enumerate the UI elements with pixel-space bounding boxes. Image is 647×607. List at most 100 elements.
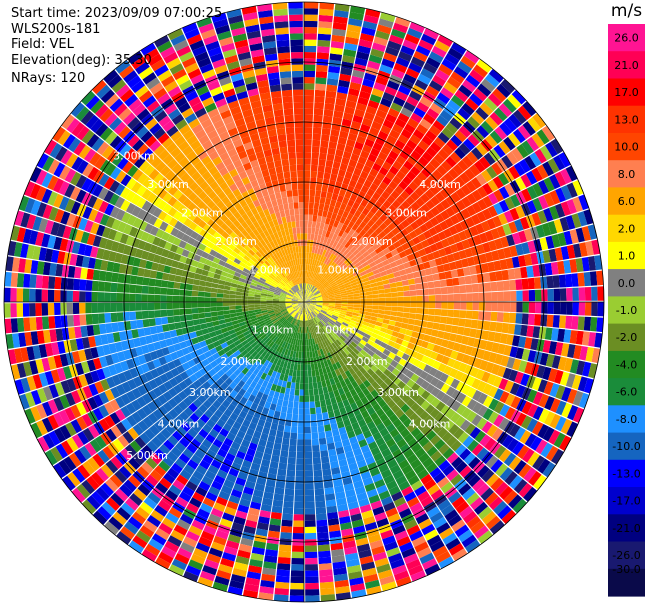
range-gate-cell: [191, 308, 199, 314]
range-gate-cell: [291, 564, 304, 571]
range-gate-cell: [514, 324, 522, 336]
range-gate-cell: [331, 263, 338, 270]
range-gate-cell: [313, 266, 318, 273]
range-gate-cell: [404, 347, 413, 356]
range-gate-cell: [490, 281, 498, 292]
range-gate-cell: [336, 280, 343, 285]
range-gate-cell: [205, 281, 213, 288]
range-gate-cell: [340, 309, 347, 314]
range-gate-cell: [366, 271, 374, 278]
range-gate-cell: [347, 296, 354, 300]
range-gate-cell: [476, 348, 486, 360]
range-gate-cell: [372, 142, 383, 152]
range-gate-cell: [486, 218, 497, 230]
range-gate-cell: [319, 255, 325, 262]
range-gate-cell: [422, 457, 434, 469]
range-gate-cell: [344, 204, 352, 213]
range-gate-cell: [458, 249, 467, 260]
range-gate-cell: [313, 280, 318, 287]
range-gate-cell: [400, 128, 413, 140]
range-gate-cell: [298, 408, 304, 415]
range-gate-cell: [474, 501, 488, 515]
range-gate-cell: [381, 469, 392, 479]
range-gate-cell: [463, 469, 477, 483]
range-gate-cell: [293, 508, 304, 515]
range-gate-cell: [407, 278, 415, 285]
range-gate-cell: [358, 39, 373, 49]
range-gate-cell: [416, 386, 426, 396]
range-gate-cell: [569, 259, 578, 273]
range-gate-cell: [466, 302, 473, 311]
range-gate-cell: [41, 289, 48, 302]
range-gate-cell: [304, 296, 308, 302]
range-gate-cell: [507, 268, 516, 280]
range-gate-cell: [304, 296, 307, 302]
range-gate-cell: [323, 481, 334, 489]
range-gate-cell: [529, 152, 542, 167]
range-gate-cell: [247, 299, 255, 302]
range-gate-cell: [458, 230, 468, 241]
range-gate-cell: [377, 130, 389, 141]
range-gate-cell: [461, 258, 469, 268]
range-gate-cell: [505, 334, 514, 346]
range-gate-cell: [376, 262, 384, 269]
range-gate-cell: [356, 333, 364, 340]
range-gate-cell: [377, 195, 387, 205]
range-gate-cell: [566, 421, 579, 438]
range-gate-cell: [311, 369, 316, 377]
range-gate-cell: [173, 309, 180, 316]
range-gate-cell: [363, 379, 371, 388]
range-gate-cell: [538, 408, 550, 423]
range-gate-cell: [425, 383, 435, 394]
range-gate-cell: [414, 447, 426, 459]
range-gate-cell: [493, 260, 502, 271]
range-gate-cell: [327, 260, 334, 267]
range-gate-cell: [309, 305, 315, 310]
range-gate-cell: [337, 452, 347, 461]
range-gate-cell: [325, 285, 331, 290]
range-gate-cell: [327, 290, 334, 295]
range-gate-cell: [450, 134, 463, 147]
range-gate-cell: [385, 46, 400, 57]
range-gate-cell: [35, 289, 42, 302]
range-gate-cell: [497, 302, 504, 312]
range-gate-cell: [393, 271, 401, 278]
range-gate-cell: [417, 361, 427, 371]
range-gate-cell: [321, 293, 328, 297]
range-gate-cell: [346, 30, 360, 39]
range-gate-cell: [129, 302, 136, 312]
range-gate-cell: [367, 153, 378, 163]
range-gate-cell: [385, 268, 393, 275]
range-gate-cell: [60, 303, 67, 315]
range-gate-cell: [142, 319, 150, 328]
range-gate-cell: [332, 22, 347, 31]
range-gate-cell: [293, 514, 304, 521]
range-gate-cell: [372, 177, 382, 187]
range-gate-cell: [460, 302, 467, 310]
range-gate-cell: [315, 296, 323, 299]
range-gate-cell: [464, 364, 474, 375]
range-gate-cell: [366, 188, 375, 197]
range-gate-cell: [229, 302, 236, 306]
range-gate-cell: [458, 125, 472, 138]
range-gate-cell: [104, 302, 111, 313]
range-gate-cell: [295, 470, 304, 477]
range-gate-cell: [358, 285, 366, 291]
range-gate-cell: [366, 298, 373, 302]
range-gate-cell: [460, 419, 471, 432]
range-gate-cell: [337, 222, 344, 230]
range-gate-cell: [317, 381, 323, 389]
range-gate-cell: [505, 257, 514, 269]
range-gate-cell: [365, 159, 375, 169]
range-gate-cell: [412, 176, 423, 187]
range-gate-cell: [355, 276, 363, 282]
range-gate-cell: [341, 372, 348, 380]
range-gate-cell: [545, 235, 555, 249]
range-gate-cell: [493, 332, 502, 343]
range-gate-cell: [470, 347, 480, 358]
range-gate-cell: [517, 125, 531, 140]
range-gate-cell: [470, 177, 482, 189]
range-gate-cell: [311, 146, 320, 153]
range-gate-cell: [318, 21, 333, 29]
range-gate-cell: [371, 381, 380, 390]
